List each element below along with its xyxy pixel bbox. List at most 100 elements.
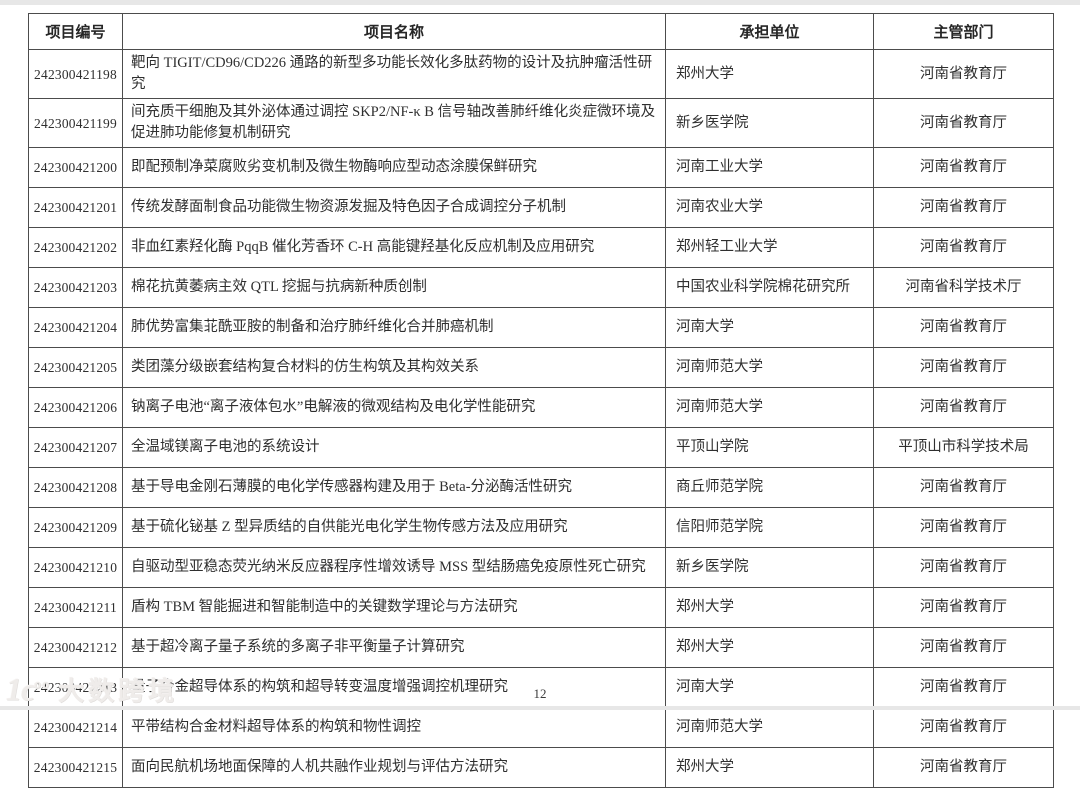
cell-unit: 郑州大学	[665, 627, 874, 668]
cell-project-name: 基于硫化铋基 Z 型异质结的自供能光电化学生物传感方法及应用研究	[122, 507, 666, 548]
cell-project-name: 棉花抗黄萎病主效 QTL 挖掘与抗病新种质创制	[122, 267, 666, 308]
col-header-unit: 承担单位	[665, 13, 874, 50]
cell-project-name: 靶向 TIGIT/CD96/CD226 通路的新型多功能长效化多肽药物的设计及抗…	[122, 49, 666, 99]
cell-unit: 郑州大学	[665, 747, 874, 788]
cell-unit: 河南师范大学	[665, 707, 874, 748]
cell-unit: 郑州轻工业大学	[665, 227, 874, 268]
cell-unit: 平顶山学院	[665, 427, 874, 468]
cell-department: 河南省教育厅	[873, 587, 1054, 628]
cell-department: 平顶山市科学技术局	[873, 427, 1054, 468]
cell-unit: 中国农业科学院棉花研究所	[665, 267, 874, 308]
projects-table: 项目编号 项目名称 承担单位 主管部门 242300421198 靶向 TIGIT/CD…	[28, 13, 1054, 788]
cell-project-name: 即配预制净菜腐败劣变机制及微生物酶响应型动态涂膜保鲜研究	[122, 147, 666, 188]
page-number: 12	[533, 686, 547, 701]
cell-project-name: 平带结构合金材料超导体系的构筑和物性调控	[122, 707, 666, 748]
table-row: 242300421198 靶向 TIGIT/CD96/CD226 通路的新型多功能…	[28, 49, 1054, 99]
cell-project-id: 242300421211	[28, 587, 123, 628]
cell-project-id: 242300421209	[28, 507, 123, 548]
page-bottom-edge	[0, 706, 1080, 710]
cell-project-name: 自驱动型亚稳态荧光纳米反应器程序性增效诱导 MSS 型结肠癌免疫原性死亡研究	[122, 547, 666, 588]
table-row: 242300421199 间充质干细胞及其外泌体通过调控 SKP2/NF-κ B …	[28, 98, 1054, 148]
cell-project-name: 基于导电金刚石薄膜的电化学传感器构建及用于 Beta-分泌酶活性研究	[122, 467, 666, 508]
cell-project-id: 242300421201	[28, 187, 123, 228]
watermark-logo-icon: 1ϲoo	[6, 671, 51, 707]
cell-department: 河南省教育厅	[873, 667, 1054, 708]
table-row: 242300421200 即配预制净菜腐败劣变机制及微生物酶响应型动态涂膜保鲜研究…	[28, 147, 1054, 188]
page-top-edge	[0, 0, 1080, 5]
cell-department: 河南省教育厅	[873, 387, 1054, 428]
cell-project-id: 242300421214	[28, 707, 123, 748]
cell-project-name: 传统发酵面制食品功能微生物资源发掘及特色因子合成调控分子机制	[122, 187, 666, 228]
watermark: 1ϲoo 大数跨境	[6, 671, 178, 708]
cell-department: 河南省教育厅	[873, 187, 1054, 228]
cell-project-name: 量子合金超导体系的构筑和超导转变温度增强调控机理研究	[122, 667, 666, 708]
table-row: 242300421214 平带结构合金材料超导体系的构筑和物性调控 河南师范大学 河南…	[28, 707, 1054, 748]
cell-project-id: 242300421212	[28, 627, 123, 668]
cell-project-name: 基于超冷离子量子系统的多离子非平衡量子计算研究	[122, 627, 666, 668]
cell-project-name: 盾构 TBM 智能掘进和智能制造中的关键数学理论与方法研究	[122, 587, 666, 628]
cell-project-id: 242300421210	[28, 547, 123, 588]
cell-department: 河南省教育厅	[873, 307, 1054, 348]
cell-department: 河南省科学技术厅	[873, 267, 1054, 308]
cell-unit: 商丘师范学院	[665, 467, 874, 508]
table-row: 242300421210 自驱动型亚稳态荧光纳米反应器程序性增效诱导 MSS 型结…	[28, 547, 1054, 588]
cell-unit: 河南师范大学	[665, 387, 874, 428]
col-header-project-id: 项目编号	[28, 13, 123, 50]
cell-department: 河南省教育厅	[873, 227, 1054, 268]
table-row: 242300421206 钠离子电池“离子液体包水”电解液的微观结构及电化学性能研…	[28, 387, 1054, 428]
cell-unit: 河南师范大学	[665, 347, 874, 388]
cell-project-name: 钠离子电池“离子液体包水”电解液的微观结构及电化学性能研究	[122, 387, 666, 428]
cell-project-id: 242300421203	[28, 267, 123, 308]
cell-unit: 河南农业大学	[665, 187, 874, 228]
cell-department: 河南省教育厅	[873, 627, 1054, 668]
table-row: 242300421203 棉花抗黄萎病主效 QTL 挖掘与抗病新种质创制 中国农业科…	[28, 267, 1054, 308]
cell-department: 河南省教育厅	[873, 347, 1054, 388]
cell-project-name: 肺优势富集苝酰亚胺的制备和治疗肺纤维化合并肺癌机制	[122, 307, 666, 348]
cell-department: 河南省教育厅	[873, 147, 1054, 188]
cell-department: 河南省教育厅	[873, 747, 1054, 788]
cell-project-id: 242300421204	[28, 307, 123, 348]
cell-project-id: 242300421206	[28, 387, 123, 428]
cell-department: 河南省教育厅	[873, 467, 1054, 508]
table-header-row: 项目编号 项目名称 承担单位 主管部门	[28, 13, 1054, 50]
cell-unit: 郑州大学	[665, 587, 874, 628]
cell-department: 河南省教育厅	[873, 49, 1054, 99]
table-row: 242300421204 肺优势富集苝酰亚胺的制备和治疗肺纤维化合并肺癌机制 河南大…	[28, 307, 1054, 348]
table-row: 242300421211 盾构 TBM 智能掘进和智能制造中的关键数学理论与方法研…	[28, 587, 1054, 628]
table-row: 242300421208 基于导电金刚石薄膜的电化学传感器构建及用于 Beta-分…	[28, 467, 1054, 508]
cell-project-id: 242300421207	[28, 427, 123, 468]
cell-project-id: 242300421199	[28, 98, 123, 148]
table-row: 242300421209 基于硫化铋基 Z 型异质结的自供能光电化学生物传感方法及…	[28, 507, 1054, 548]
cell-department: 河南省教育厅	[873, 707, 1054, 748]
cell-project-id: 242300421205	[28, 347, 123, 388]
col-header-department: 主管部门	[873, 13, 1054, 50]
table-row: 242300421213 量子合金超导体系的构筑和超导转变温度增强调控机理研究 河南…	[28, 667, 1054, 708]
col-header-project-name: 项目名称	[122, 13, 666, 50]
cell-project-name: 非血红素羟化酶 PqqB 催化芳香环 C-H 高能键羟基化反应机制及应用研究	[122, 227, 666, 268]
cell-unit: 信阳师范学院	[665, 507, 874, 548]
cell-unit: 新乡医学院	[665, 547, 874, 588]
cell-project-name: 面向民航机场地面保障的人机共融作业规划与评估方法研究	[122, 747, 666, 788]
watermark-brand-text: 大数跨境	[58, 677, 179, 706]
table-row: 242300421207 全温域镁离子电池的系统设计 平顶山学院 平顶山市科学技术局	[28, 427, 1054, 468]
cell-project-name: 类团藻分级嵌套结构复合材料的仿生构筑及其构效关系	[122, 347, 666, 388]
table-row: 242300421215 面向民航机场地面保障的人机共融作业规划与评估方法研究 郑州…	[28, 747, 1054, 788]
cell-project-id: 242300421202	[28, 227, 123, 268]
table-row: 242300421205 类团藻分级嵌套结构复合材料的仿生构筑及其构效关系 河南师范…	[28, 347, 1054, 388]
table-row: 242300421201 传统发酵面制食品功能微生物资源发掘及特色因子合成调控分子…	[28, 187, 1054, 228]
cell-unit: 郑州大学	[665, 49, 874, 99]
table-row: 242300421212 基于超冷离子量子系统的多离子非平衡量子计算研究 郑州大学河…	[28, 627, 1054, 668]
cell-unit: 河南工业大学	[665, 147, 874, 188]
cell-department: 河南省教育厅	[873, 98, 1054, 148]
cell-project-id: 242300421213	[28, 667, 123, 708]
cell-project-id: 242300421215	[28, 747, 123, 788]
cell-project-id: 242300421208	[28, 467, 123, 508]
cell-unit: 河南大学	[665, 307, 874, 348]
cell-project-name: 间充质干细胞及其外泌体通过调控 SKP2/NF-κ B 信号轴改善肺纤维化炎症微…	[122, 98, 666, 148]
cell-unit: 新乡医学院	[665, 98, 874, 148]
cell-project-name: 全温域镁离子电池的系统设计	[122, 427, 666, 468]
cell-project-id: 242300421198	[28, 49, 123, 99]
cell-department: 河南省教育厅	[873, 547, 1054, 588]
table-row: 242300421202 非血红素羟化酶 PqqB 催化芳香环 C-H 高能键羟基…	[28, 227, 1054, 268]
cell-project-id: 242300421200	[28, 147, 123, 188]
